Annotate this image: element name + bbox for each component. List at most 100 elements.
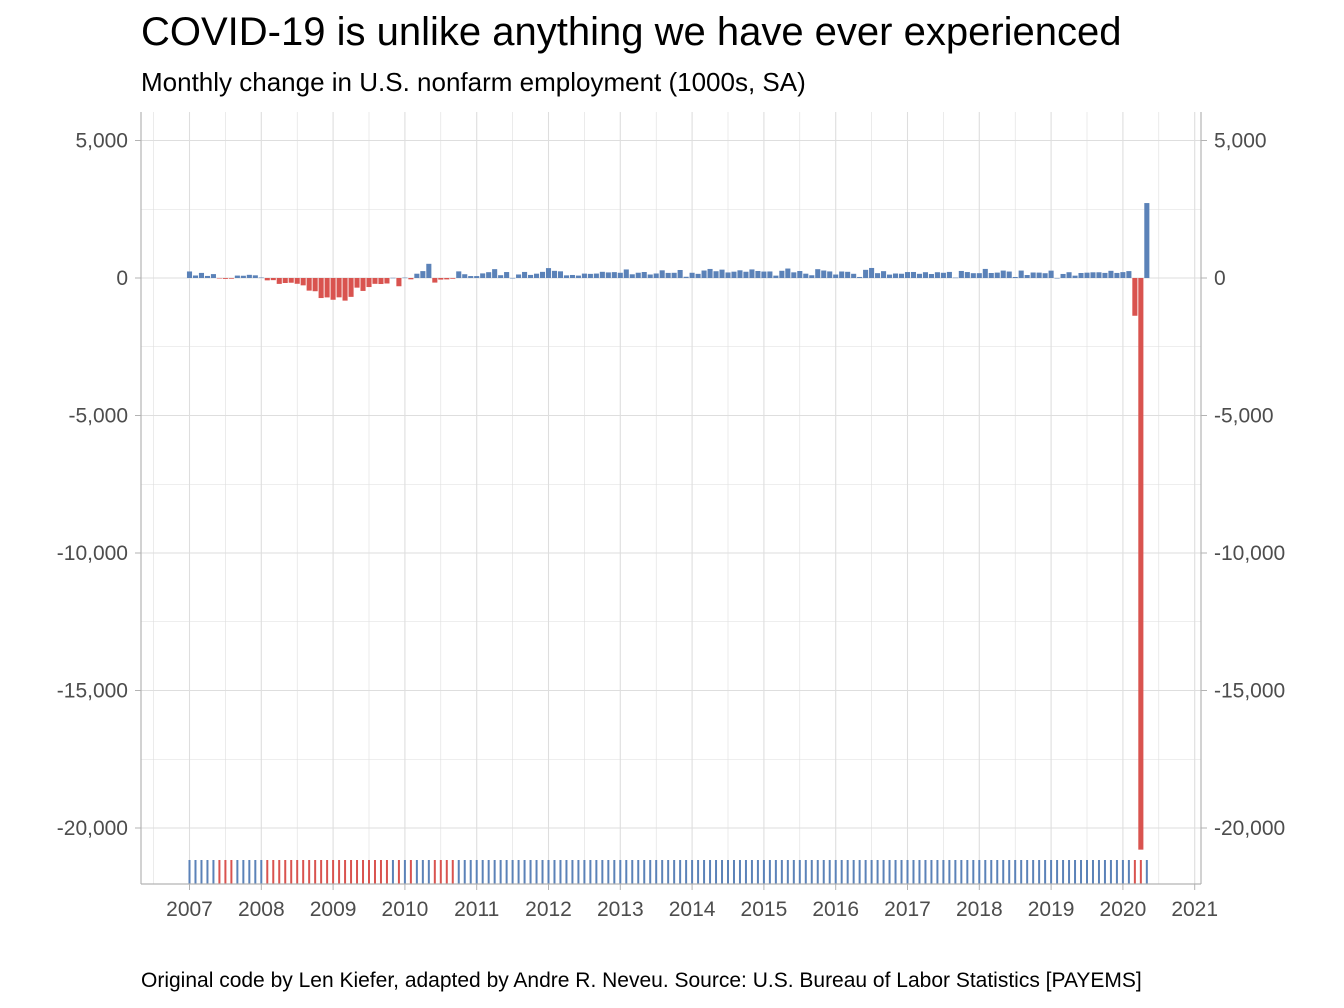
bar — [198, 272, 205, 278]
bar — [958, 270, 964, 278]
bar — [916, 273, 923, 278]
bar — [1036, 272, 1042, 278]
y-tick-label-right: -5,000 — [1214, 405, 1274, 428]
bar — [934, 272, 940, 278]
x-tick-label: 2014 — [669, 898, 716, 921]
bar — [743, 271, 749, 278]
bar — [1030, 272, 1036, 278]
chart-subtitle: Monthly change in U.S. nonfarm employmen… — [141, 67, 806, 97]
bar — [767, 271, 773, 278]
bar — [821, 270, 827, 278]
bar — [970, 273, 976, 278]
bar — [186, 271, 193, 278]
bar — [318, 278, 324, 299]
x-tick-label: 2019 — [1028, 898, 1075, 921]
bar — [892, 273, 899, 278]
bar — [1066, 272, 1072, 278]
bar — [737, 270, 743, 278]
bar — [462, 274, 468, 278]
bar — [773, 275, 779, 278]
y-tick-label-right: -10,000 — [1214, 542, 1285, 565]
bar — [833, 274, 839, 278]
bar — [575, 275, 581, 278]
bar — [551, 270, 558, 278]
bar — [222, 278, 228, 279]
bar — [1108, 270, 1114, 278]
bar — [336, 278, 342, 298]
x-tick-label: 2016 — [812, 898, 859, 921]
bar — [695, 273, 701, 278]
bar — [641, 272, 647, 278]
bar — [791, 272, 797, 278]
bar — [300, 278, 306, 286]
bar — [982, 268, 988, 278]
bar — [378, 278, 384, 285]
x-tick-label: 2018 — [956, 898, 1003, 921]
bar — [887, 274, 893, 278]
bar — [617, 272, 623, 278]
bar — [803, 273, 809, 278]
bar — [1138, 278, 1144, 850]
grid-lines — [141, 112, 1201, 884]
bar — [976, 273, 982, 278]
bar — [857, 276, 863, 278]
bar — [779, 270, 785, 278]
bar — [204, 275, 210, 278]
bar — [533, 273, 540, 278]
bar — [785, 268, 791, 278]
y-tick-label-left: -10,000 — [57, 542, 128, 565]
x-tick-label: 2008 — [238, 898, 285, 921]
bar — [1042, 273, 1048, 278]
tick-labels: 5,000 5,000 0 0 -5,000 -5,000 -10,000 -10,000 -1… — [57, 130, 1285, 922]
bar — [545, 268, 552, 278]
x-tick-label: 2007 — [166, 898, 213, 921]
bar — [587, 273, 593, 278]
bar — [659, 270, 665, 278]
bar — [312, 278, 318, 292]
bar — [904, 272, 911, 278]
bar — [264, 278, 270, 281]
bar — [653, 273, 659, 278]
bar — [851, 273, 857, 278]
bar — [1084, 272, 1090, 278]
bar — [258, 277, 264, 279]
bar — [306, 278, 312, 291]
bar-series — [186, 203, 1150, 850]
bar — [749, 269, 755, 278]
bar — [563, 275, 569, 278]
bar — [677, 269, 683, 278]
y-tick-label-right: 0 — [1214, 267, 1226, 290]
bar — [1132, 278, 1138, 316]
y-tick-label-left: -15,000 — [57, 680, 128, 703]
bar — [952, 277, 958, 279]
bar — [444, 278, 450, 280]
y-tick-label-left: -5,000 — [68, 405, 128, 428]
bar — [1060, 273, 1066, 278]
bar — [539, 271, 546, 278]
bar — [689, 272, 695, 278]
bar — [809, 275, 815, 278]
bar — [671, 272, 677, 278]
bar — [390, 277, 396, 279]
y-tick-label-right: -15,000 — [1214, 680, 1285, 703]
bar — [1144, 203, 1150, 278]
x-tick-label: 2015 — [741, 898, 788, 921]
bar — [480, 273, 486, 278]
bar — [1090, 272, 1096, 278]
chart-plot-area: 5,000 5,000 0 0 -5,000 -5,000 -10,000 -10,000 -1… — [57, 112, 1285, 922]
bar — [994, 272, 1000, 278]
bar — [731, 271, 737, 278]
x-tick-label: 2020 — [1100, 898, 1147, 921]
bar — [940, 272, 946, 278]
bar — [1096, 272, 1102, 278]
axes — [135, 112, 1207, 890]
bar — [384, 278, 390, 284]
bar — [815, 269, 821, 278]
bar — [581, 273, 587, 278]
bar — [713, 271, 719, 278]
bar — [988, 272, 994, 278]
bar — [246, 274, 252, 278]
bar — [881, 271, 887, 278]
bar — [1078, 272, 1084, 278]
bar — [1018, 270, 1024, 278]
